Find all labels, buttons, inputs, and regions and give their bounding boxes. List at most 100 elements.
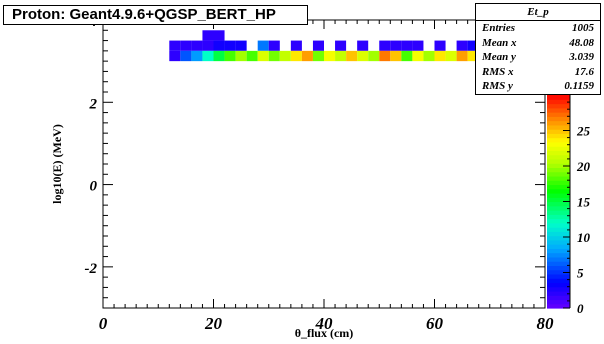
palette-swatch — [547, 231, 570, 237]
palette-swatch — [547, 210, 570, 215]
x-axis-label: θ_flux (cm) — [295, 326, 354, 340]
heatmap-cell — [401, 50, 413, 62]
palette-swatch — [547, 188, 570, 194]
palette-swatch — [547, 252, 570, 258]
palette-swatch — [547, 137, 570, 143]
heatmap-cell — [180, 40, 192, 51]
palette-swatch — [547, 141, 570, 147]
heatmap-cell — [213, 30, 225, 41]
palette-swatch — [547, 218, 570, 224]
heatmap-cell — [268, 40, 280, 51]
stats-label: Mean x — [482, 36, 517, 49]
stats-label: Mean y — [482, 51, 516, 63]
palette-swatch — [547, 222, 570, 228]
x-tick-label: 0 — [99, 314, 108, 333]
heatmap-cell — [202, 50, 214, 62]
stats-value: 48.08 — [569, 36, 594, 49]
stats-row-rms-x: RMS x 17.6 — [476, 65, 600, 80]
palette-swatch — [547, 282, 570, 288]
heatmap-cell — [312, 50, 324, 62]
palette-swatch — [547, 171, 570, 177]
palette-swatch — [547, 227, 570, 232]
heatmap-cell — [235, 50, 247, 62]
stats-row-rms-y: RMS y 0.1159 — [476, 79, 600, 94]
palette-swatch — [547, 129, 570, 134]
palette-swatch — [547, 261, 570, 266]
x-tick-label: 20 — [204, 314, 223, 333]
palette-swatch — [547, 124, 570, 130]
heatmap-cell — [279, 50, 291, 62]
stats-label: RMS x — [482, 65, 514, 78]
palette-swatch — [547, 248, 570, 254]
stats-value: 3.039 — [569, 51, 594, 63]
heatmap-cell — [257, 40, 269, 51]
palette-swatch — [547, 163, 570, 169]
heatmap-cell — [445, 50, 457, 62]
heatmap-cell — [456, 50, 468, 62]
palette-swatch — [547, 150, 570, 156]
heatmap-cell — [235, 40, 247, 51]
palette-tick-label: 25 — [576, 124, 591, 139]
stats-row-mean-x: Mean x 48.08 — [476, 36, 600, 51]
heatmap-cell — [335, 50, 347, 62]
palette-swatch — [547, 278, 570, 284]
heatmap-cell — [390, 40, 402, 51]
palette-swatch — [547, 256, 570, 262]
palette-swatch — [547, 235, 570, 241]
palette-swatch — [547, 112, 570, 117]
heatmap-cell — [379, 50, 391, 62]
y-tick-label: 0 — [90, 179, 98, 195]
palette-swatch — [547, 197, 570, 203]
palette-swatch — [547, 167, 570, 173]
heatmap-cell — [224, 40, 236, 51]
palette-swatch — [547, 175, 570, 181]
heatmap-cell — [191, 40, 203, 51]
y-tick-label: 2 — [89, 96, 98, 112]
stats-label: RMS y — [482, 80, 513, 92]
palette-swatch — [547, 192, 570, 198]
heatmap-cell — [246, 50, 258, 62]
heatmap-cell — [324, 50, 336, 62]
palette-swatch — [547, 95, 570, 100]
heatmap-cell — [202, 30, 214, 41]
heatmap-cell — [290, 50, 302, 62]
palette-swatch — [547, 107, 570, 113]
stats-value: 1005 — [572, 22, 594, 34]
palette-swatch — [547, 184, 570, 190]
stats-label: Entries — [482, 22, 516, 34]
y-axis-label: log10(E) (MeV) — [50, 124, 64, 204]
heatmap-cell — [169, 40, 181, 51]
heatmap-cell — [213, 40, 225, 51]
palette-swatch — [547, 295, 570, 301]
palette-swatch — [547, 180, 570, 186]
heatmap-cell — [401, 40, 413, 51]
y-tick-label: -2 — [85, 261, 98, 277]
heatmap-cell — [467, 50, 479, 62]
stats-box: Et_p Entries 1005 Mean x 48.08 Mean y 3.039… — [475, 3, 601, 95]
palette-swatch — [547, 239, 570, 245]
palette-swatch — [547, 205, 570, 211]
chart-title: Proton: Geant4.9.6+QGSP_BERT_HP — [3, 5, 308, 25]
x-tick-label: 60 — [426, 314, 444, 333]
heatmap-cell — [467, 40, 479, 51]
heatmap-cell — [312, 40, 324, 51]
palette-swatch — [547, 103, 570, 109]
heatmap-cell — [390, 50, 402, 62]
heatmap-cell — [224, 50, 236, 62]
stats-row-entries: Entries 1005 — [476, 21, 600, 36]
stats-value: 17.6 — [574, 65, 594, 78]
palette-swatch — [547, 154, 570, 160]
palette-tick-label: 10 — [577, 230, 591, 245]
stats-header: Et_p — [476, 4, 600, 21]
heatmap-cell — [357, 50, 369, 62]
palette-swatch — [547, 269, 570, 275]
palette-swatch — [547, 290, 570, 296]
heatmap-cell — [213, 50, 225, 62]
palette-tick-label: 20 — [576, 159, 591, 174]
heatmap-cell — [335, 40, 347, 51]
heatmap-cell — [434, 40, 446, 51]
palette-swatch — [547, 299, 570, 305]
heatmap-cell — [434, 50, 446, 62]
heatmap-cell — [301, 50, 313, 62]
